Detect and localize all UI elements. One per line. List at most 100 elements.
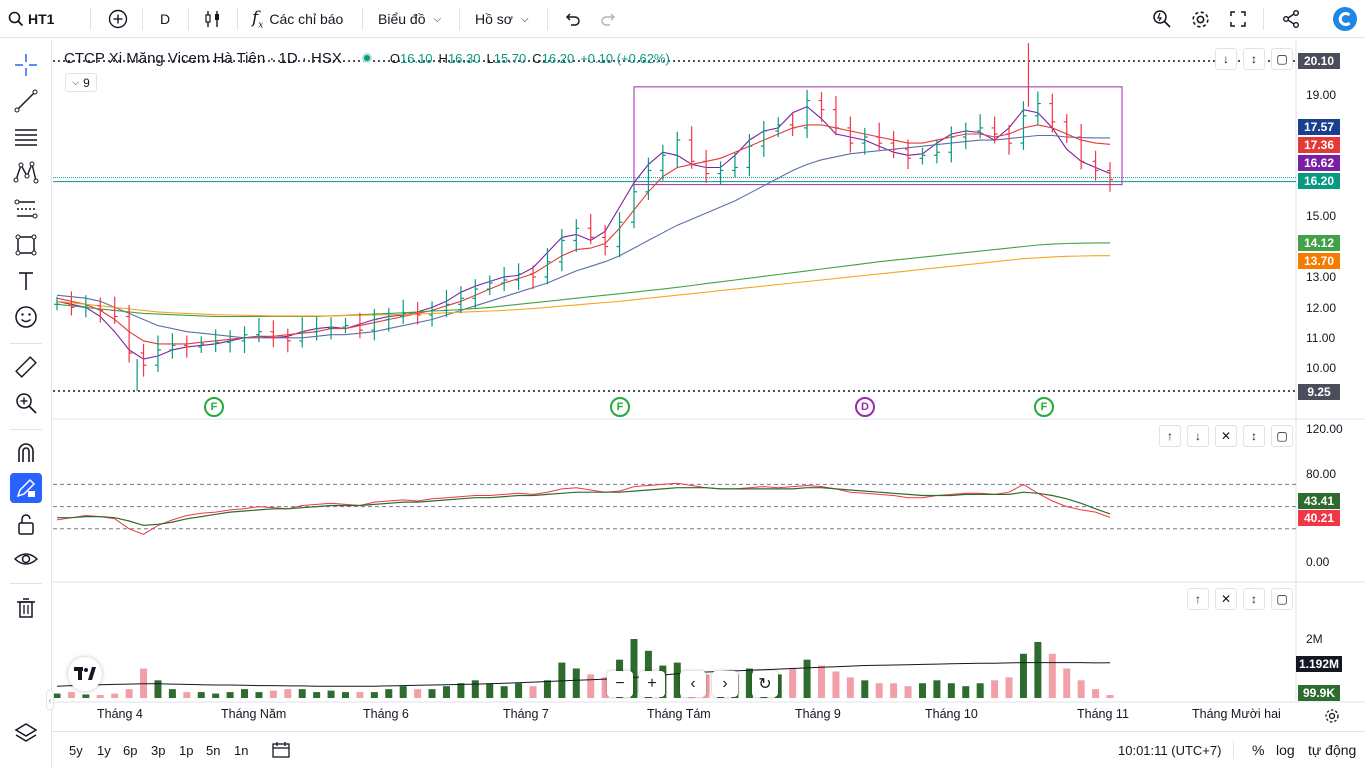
open-label: O	[389, 50, 400, 66]
zoom-in-button[interactable]: +	[639, 671, 665, 697]
chart-menu-button[interactable]: Biểu đồ ⌵	[378, 0, 441, 38]
tradingview-logo[interactable]	[68, 657, 102, 691]
symbol-search[interactable]: HT1	[8, 0, 54, 38]
candle	[68, 291, 75, 316]
candle	[775, 117, 782, 138]
volume-collapse-button[interactable]: ↕	[1243, 588, 1265, 610]
candle	[804, 89, 811, 139]
time-axis-label: Tháng Tám	[647, 707, 711, 721]
remove-drawings-tool[interactable]	[10, 593, 42, 623]
indicators-button[interactable]: fx Các chỉ báo	[252, 0, 343, 38]
redo-button[interactable]	[600, 0, 618, 38]
candle	[97, 297, 104, 323]
range-1y-button[interactable]: 1y	[97, 742, 111, 758]
ma-price-tag: 16.62	[1298, 155, 1340, 171]
reset-chart-button[interactable]: ↻	[752, 671, 778, 697]
low-value: 15.70	[493, 50, 527, 66]
candle	[154, 335, 161, 372]
candle	[991, 116, 998, 144]
range-1m-button[interactable]: 1p	[179, 742, 194, 758]
range-5d-button[interactable]: 5n	[206, 742, 221, 758]
arrow-up-icon: ↑	[1167, 429, 1173, 443]
rsi-move-up-button[interactable]: ↑	[1159, 425, 1181, 447]
drawing-mode-tool[interactable]	[10, 473, 42, 503]
forecast-tool[interactable]	[10, 194, 42, 224]
profile-menu-button[interactable]: Hồ sơ ⌵	[475, 0, 529, 38]
candle	[688, 126, 695, 169]
volume-bar	[875, 683, 883, 698]
rsi-close-button[interactable]: ✕	[1215, 425, 1237, 447]
event-marker[interactable]: F	[1034, 397, 1054, 417]
emoji-tool[interactable]	[10, 302, 42, 332]
event-marker[interactable]: D	[855, 397, 875, 417]
lock-open-icon	[18, 514, 34, 535]
trash-icon	[17, 598, 35, 618]
pane-move-down-button[interactable]: ↓	[1215, 48, 1237, 70]
sidebar-collapse-handle[interactable]: ‹	[46, 690, 54, 710]
zoom-tool[interactable]	[10, 388, 42, 418]
event-marker[interactable]: F	[610, 397, 630, 417]
pane-collapse-button[interactable]: ↕	[1243, 48, 1265, 70]
crosshair-tool[interactable]	[10, 50, 42, 80]
clock-timezone[interactable]: 10:01:11 (UTC+7)	[1118, 742, 1222, 758]
share-button[interactable]	[1281, 0, 1301, 38]
compare-button[interactable]	[108, 0, 128, 38]
range-3m-button[interactable]: 3p	[151, 742, 166, 758]
volume-bar	[298, 689, 306, 698]
legend-collapse-button[interactable]: ⌵ 9	[65, 73, 97, 92]
event-marker[interactable]: F	[204, 397, 224, 417]
time-axis-settings-button[interactable]	[1324, 708, 1340, 729]
volume-close-button[interactable]: ✕	[1215, 588, 1237, 610]
undo-button[interactable]	[563, 0, 581, 38]
candle	[515, 263, 522, 291]
volume-bar	[212, 693, 220, 698]
brand-logo[interactable]	[1333, 0, 1357, 38]
trend-line-tool[interactable]	[10, 86, 42, 116]
volume-bar	[890, 683, 898, 698]
lock-tool[interactable]	[10, 509, 42, 539]
symbol-title[interactable]: CTCP Xi Măng Vicem Hà Tiên · 1D · HSX	[64, 49, 342, 67]
volume-maximize-button[interactable]: ▢	[1271, 588, 1293, 610]
shape-tool[interactable]	[10, 230, 42, 260]
calendar-icon	[272, 742, 290, 758]
trend-line-icon	[14, 89, 38, 113]
visibility-tool[interactable]	[10, 544, 42, 574]
settings-button[interactable]	[1190, 0, 1211, 38]
quick-search-button[interactable]	[1152, 0, 1172, 38]
volume-bar	[962, 686, 970, 698]
pattern-tool[interactable]	[10, 158, 42, 188]
interval-button[interactable]: D	[160, 11, 171, 27]
magnet-tool[interactable]	[10, 438, 42, 468]
rsi-move-down-button[interactable]: ↓	[1187, 425, 1209, 447]
volume-bar	[471, 680, 479, 698]
range-5y-button[interactable]: 5y	[69, 742, 83, 758]
range-1d-button[interactable]: 1n	[234, 742, 249, 758]
rsi-collapse-button[interactable]: ↕	[1243, 425, 1265, 447]
scroll-right-button[interactable]: ›	[712, 671, 738, 697]
volume-move-up-button[interactable]: ↑	[1187, 588, 1209, 610]
high-label: H	[438, 50, 448, 66]
fullscreen-button[interactable]	[1229, 0, 1247, 38]
scroll-left-button[interactable]: ‹	[680, 671, 706, 697]
profile-menu-label: Hồ sơ	[475, 11, 513, 27]
layers-icon	[14, 723, 38, 742]
ma-price-tag: 14.12	[1298, 235, 1340, 251]
percent-toggle[interactable]: %	[1252, 742, 1265, 758]
date-range-button[interactable]	[272, 732, 292, 767]
range-6m-button[interactable]: 6p	[123, 742, 138, 758]
text-tool[interactable]	[10, 266, 42, 296]
measure-tool[interactable]	[10, 352, 42, 382]
undo-icon	[565, 13, 580, 26]
rsi-maximize-button[interactable]: ▢	[1271, 425, 1293, 447]
pane-maximize-button[interactable]: ▢	[1271, 48, 1293, 70]
log-toggle[interactable]: log	[1276, 742, 1295, 758]
auto-scale-toggle[interactable]: tự động	[1308, 742, 1357, 758]
zoom-in-icon	[16, 393, 37, 414]
volume-bar	[1034, 641, 1042, 698]
chevron-left-icon: ‹	[690, 675, 696, 692]
zoom-out-button[interactable]: −	[607, 671, 633, 697]
fib-tool[interactable]	[10, 122, 42, 152]
chart-style-button[interactable]	[203, 0, 223, 38]
object-tree-tool[interactable]	[10, 718, 42, 748]
